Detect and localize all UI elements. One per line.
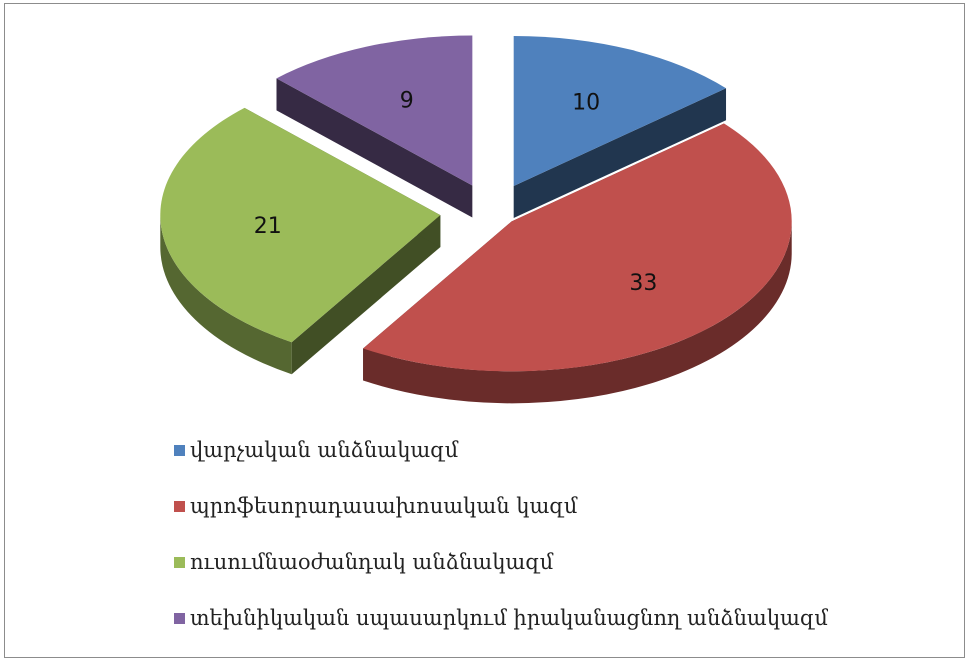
slice-outer-wall (363, 221, 792, 404)
slice-outer-wall (160, 215, 292, 375)
legend-swatch (174, 445, 185, 456)
legend-item: տեխնիկական սպասարկում իրականացնող անձնակ… (174, 604, 828, 633)
pie-slice (513, 36, 727, 187)
pie-tops (160, 35, 792, 372)
data-label: 9 (400, 88, 414, 113)
legend-label: տեխնիկական սպասարկում իրականացնող անձնակ… (190, 606, 828, 630)
legend-item: ուսումնաօժանդակ անձնակազմ (174, 548, 828, 577)
pie-slice (160, 107, 441, 343)
legend-swatch (174, 557, 185, 568)
pie-data-labels: 10 33 21 9 (254, 88, 658, 296)
data-label: 10 (572, 90, 600, 115)
legend-swatch (174, 501, 185, 512)
legend-item: վարչական անձնակազմ (174, 436, 828, 465)
pie-slice (276, 35, 473, 186)
data-label: 33 (629, 271, 657, 296)
slice-radial-wall (276, 78, 473, 218)
legend-item: պրոֆեսորադասախոսական կազմ (174, 492, 828, 521)
slice-radial-wall (513, 88, 727, 219)
legend-label: վարչական անձնակազմ (190, 438, 459, 462)
data-label: 21 (254, 214, 282, 239)
legend-swatch (174, 613, 185, 624)
pie-slice (363, 123, 792, 372)
legend-label: պրոֆեսորադասախոսական կազմ (190, 494, 578, 518)
legend: վարչական անձնակազմ պրոֆեսորադասախոսական … (174, 436, 828, 660)
slice-radial-wall (291, 215, 441, 375)
legend-label: ուսումնաօժանդակ անձնակազմ (190, 550, 554, 574)
